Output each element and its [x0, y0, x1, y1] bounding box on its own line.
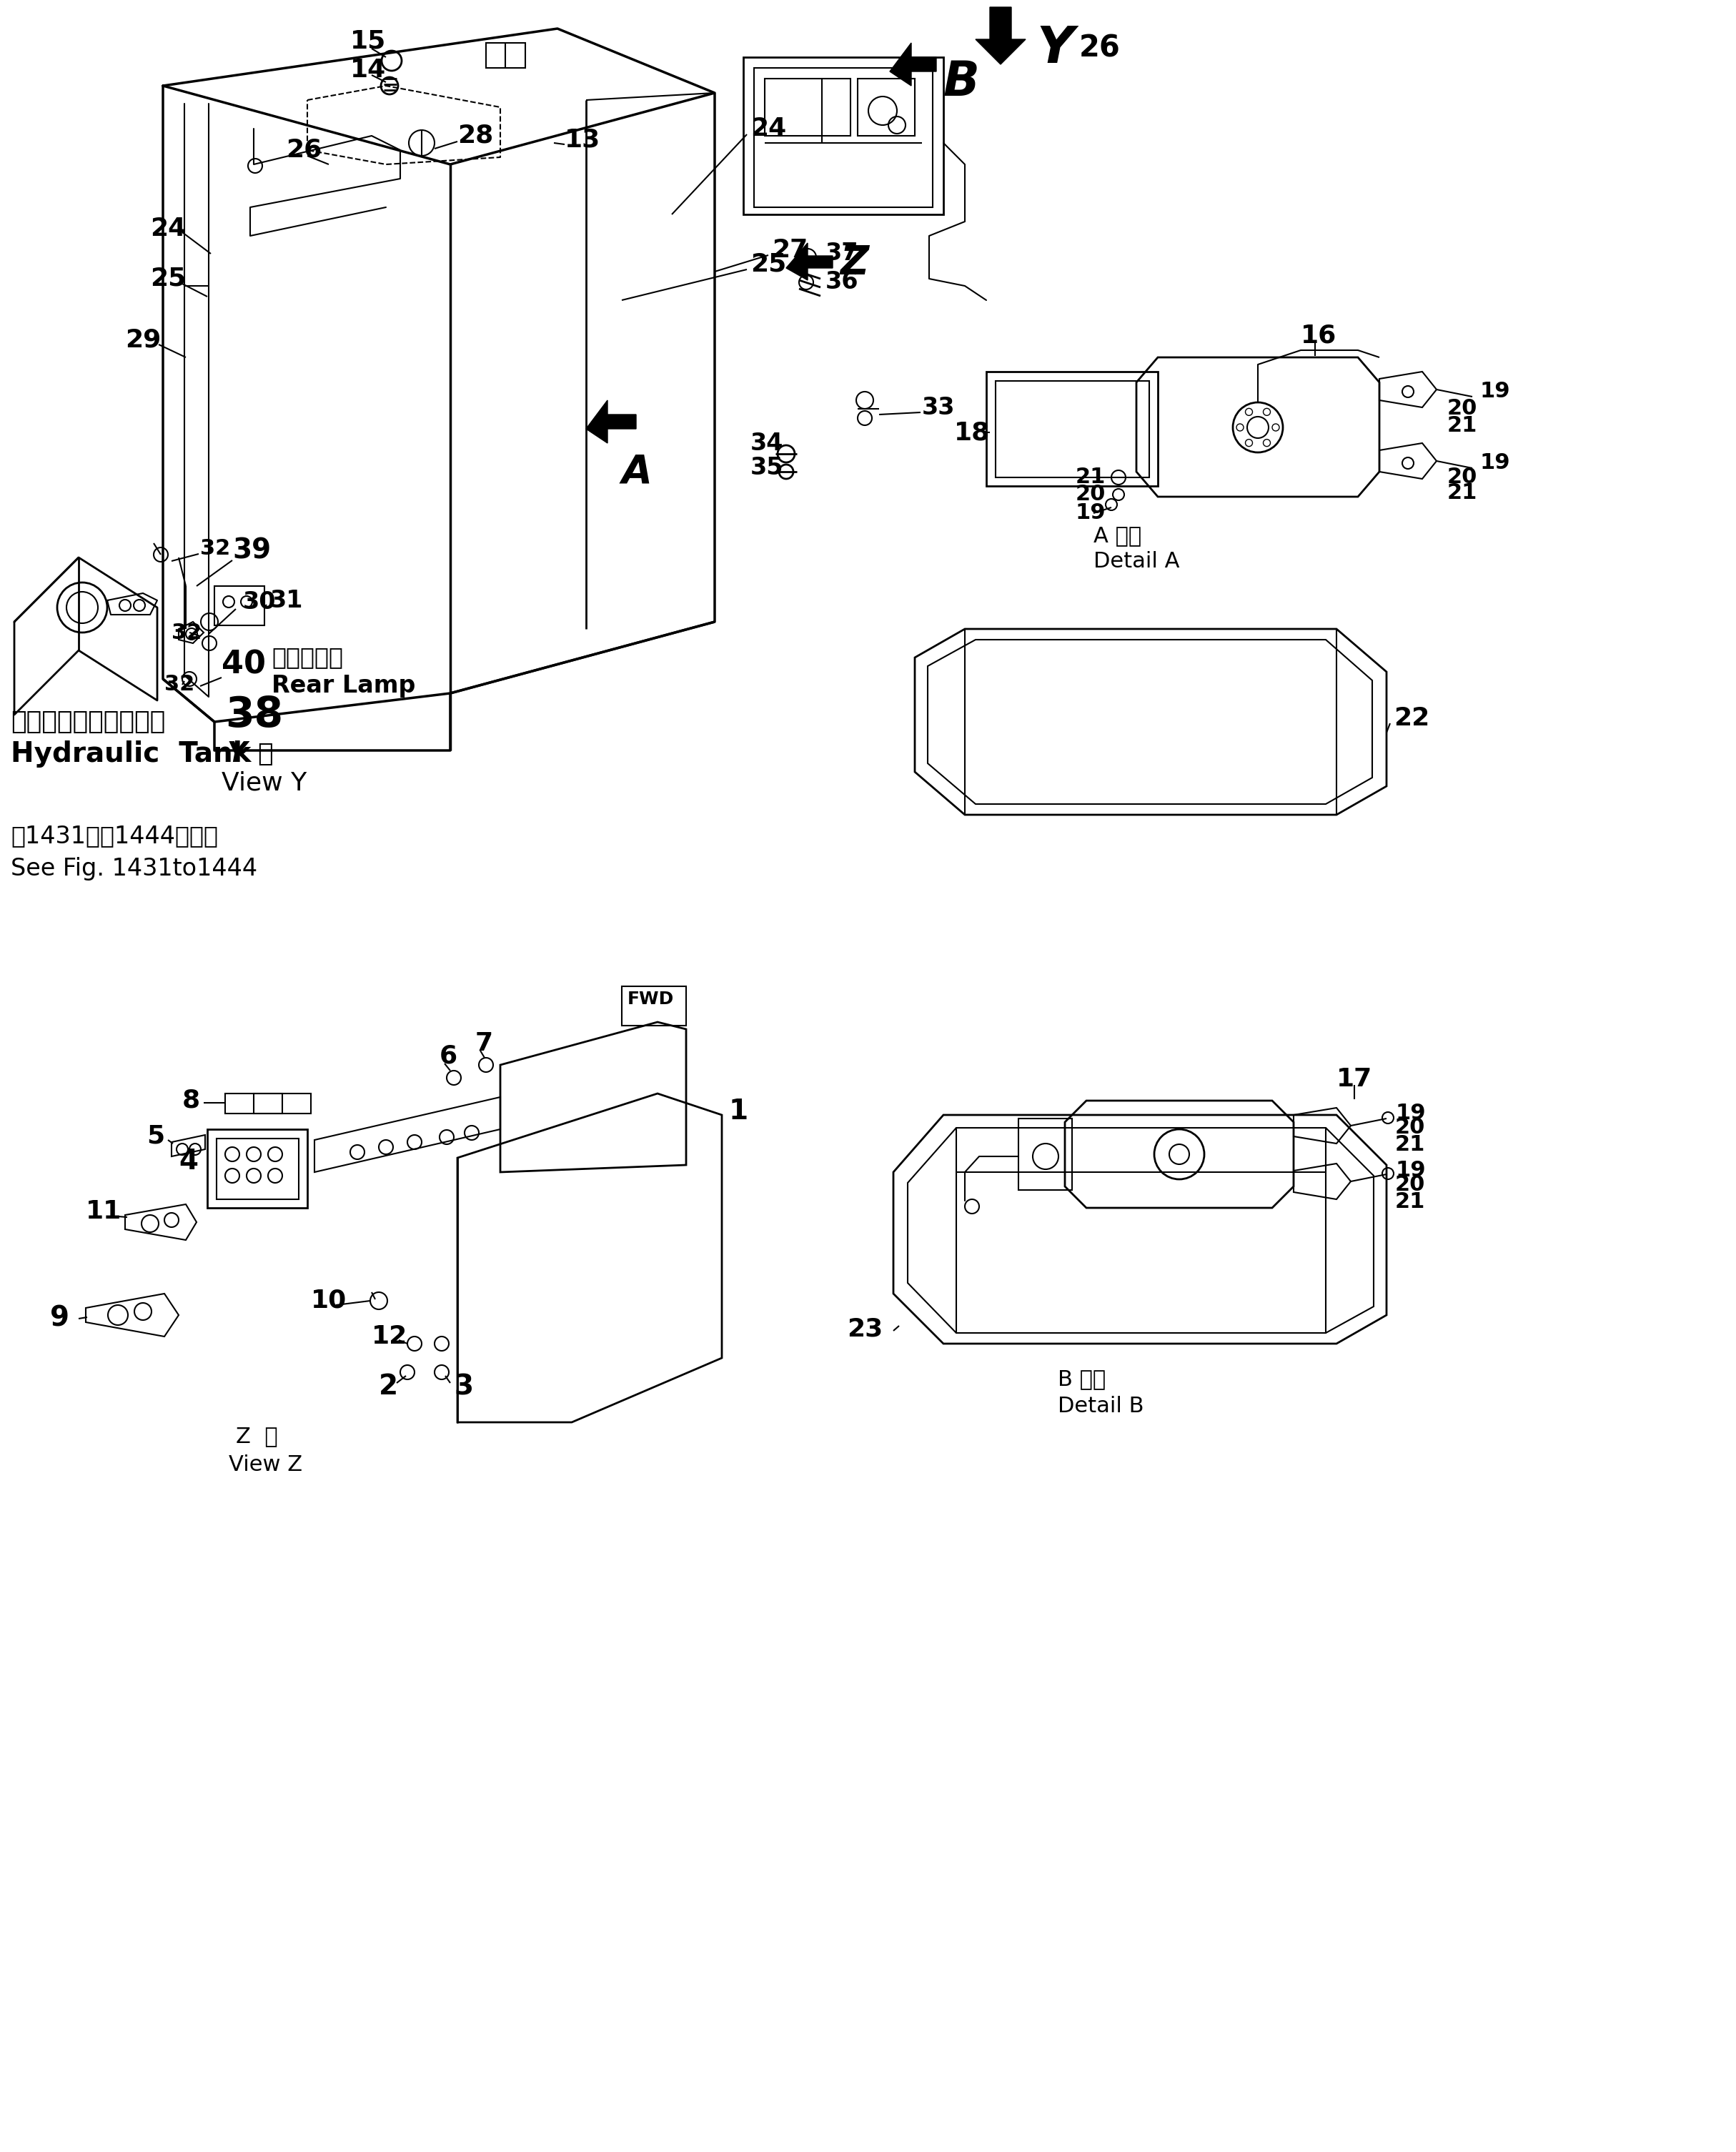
Text: 1: 1 — [729, 1098, 748, 1125]
Text: 17: 17 — [1337, 1067, 1373, 1091]
Text: 21: 21 — [1448, 415, 1477, 435]
Text: 40: 40 — [222, 650, 266, 680]
Bar — [217, 1138, 299, 1199]
Text: 12: 12 — [372, 1323, 408, 1349]
Text: Rear Lamp: Rear Lamp — [271, 674, 415, 697]
Bar — [253, 1093, 311, 1113]
Text: 29: 29 — [125, 327, 161, 351]
Text: 19: 19 — [1479, 452, 1510, 473]
Text: 23: 23 — [847, 1317, 884, 1341]
Text: 11: 11 — [85, 1199, 122, 1224]
Polygon shape — [786, 243, 833, 280]
Text: 19: 19 — [1396, 1104, 1425, 1123]
Text: 18: 18 — [955, 420, 990, 445]
Bar — [858, 80, 915, 136]
Text: 39: 39 — [233, 536, 271, 564]
Bar — [226, 1093, 283, 1113]
Text: 38: 38 — [226, 695, 283, 736]
Text: 32: 32 — [200, 538, 231, 560]
Text: 32: 32 — [165, 674, 194, 695]
Text: 2: 2 — [378, 1373, 398, 1401]
Text: 21: 21 — [1076, 467, 1106, 489]
Text: 25: 25 — [750, 252, 786, 278]
Text: 32: 32 — [172, 622, 201, 643]
Text: 10: 10 — [311, 1289, 347, 1313]
Text: 26: 26 — [1080, 34, 1120, 65]
Text: A: A — [621, 452, 653, 491]
Text: 20: 20 — [1396, 1117, 1425, 1138]
Text: 19: 19 — [1479, 381, 1510, 402]
Text: 31: 31 — [271, 587, 304, 611]
Text: Z: Z — [840, 243, 868, 282]
Text: 7: 7 — [476, 1031, 493, 1057]
Text: 9: 9 — [50, 1304, 69, 1332]
Bar — [486, 43, 526, 69]
Text: Y: Y — [227, 740, 247, 768]
Text: 15: 15 — [351, 30, 385, 54]
Bar — [986, 372, 1158, 486]
Polygon shape — [891, 43, 936, 86]
Text: 19: 19 — [1396, 1160, 1425, 1181]
Bar — [621, 986, 686, 1027]
Text: 36: 36 — [826, 271, 859, 295]
Text: B: B — [943, 58, 979, 105]
Text: 4: 4 — [179, 1147, 198, 1175]
Text: 13: 13 — [564, 127, 601, 151]
Polygon shape — [587, 400, 635, 443]
Text: 16: 16 — [1300, 323, 1337, 349]
Bar — [995, 381, 1149, 478]
Text: 3: 3 — [453, 1373, 474, 1401]
Text: 37: 37 — [826, 241, 859, 265]
Text: 25: 25 — [149, 267, 186, 291]
Bar — [1019, 1119, 1073, 1190]
Text: 14: 14 — [351, 58, 385, 82]
Polygon shape — [976, 6, 1026, 65]
Text: 27: 27 — [773, 239, 807, 263]
Text: ハイドロリックタンク: ハイドロリックタンク — [10, 710, 165, 734]
Text: See Fig. 1431to1444: See Fig. 1431to1444 — [10, 856, 257, 880]
Text: 35: 35 — [750, 456, 783, 480]
Bar — [743, 58, 943, 215]
Text: 22: 22 — [1394, 706, 1429, 730]
Text: リアランプ: リアランプ — [271, 646, 344, 669]
Text: 20: 20 — [1076, 484, 1106, 506]
Text: Z  視: Z 視 — [236, 1427, 278, 1446]
Text: 20: 20 — [1448, 398, 1477, 420]
Text: 19: 19 — [1076, 504, 1106, 523]
Text: 5: 5 — [146, 1123, 165, 1149]
Text: 21: 21 — [1396, 1134, 1425, 1156]
Text: 24: 24 — [149, 217, 186, 241]
Text: 30: 30 — [243, 590, 276, 613]
Text: 8: 8 — [182, 1089, 200, 1113]
Text: FWD: FWD — [627, 990, 674, 1007]
Text: 26: 26 — [286, 138, 321, 161]
Bar — [766, 80, 851, 136]
Text: 28: 28 — [457, 123, 493, 148]
Text: 第1431から1444図参照: 第1431から1444図参照 — [10, 824, 219, 848]
Text: Detail A: Detail A — [1094, 551, 1179, 572]
Text: 33: 33 — [922, 396, 955, 420]
Text: Hydraulic  Tank: Hydraulic Tank — [10, 740, 252, 768]
Text: A 詳細: A 詳細 — [1094, 525, 1142, 547]
Text: 6: 6 — [439, 1044, 458, 1070]
Text: 視: 視 — [257, 742, 273, 766]
Text: 20: 20 — [1448, 467, 1477, 489]
Bar — [207, 1130, 307, 1207]
Bar — [215, 585, 264, 626]
Bar — [753, 69, 932, 207]
Text: B 詳細: B 詳細 — [1057, 1369, 1106, 1390]
Text: 21: 21 — [1396, 1192, 1425, 1212]
Text: 20: 20 — [1396, 1175, 1425, 1194]
Text: 21: 21 — [1448, 482, 1477, 504]
Text: 24: 24 — [750, 116, 786, 140]
Text: View Z: View Z — [229, 1455, 302, 1476]
Text: View Y: View Y — [222, 770, 307, 794]
Text: Detail B: Detail B — [1057, 1397, 1144, 1416]
Text: Y: Y — [1036, 24, 1075, 73]
Text: 34: 34 — [750, 430, 783, 454]
